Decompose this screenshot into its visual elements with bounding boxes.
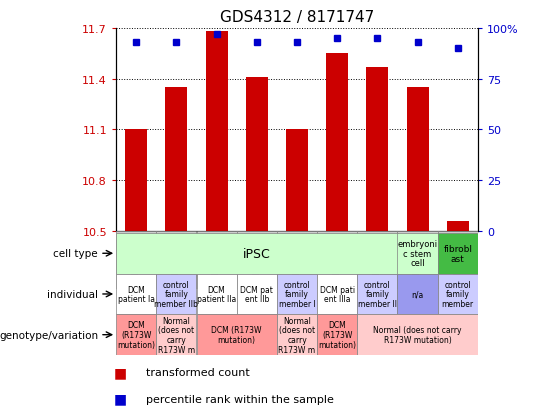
Text: Normal
(does not
carry
R173W m: Normal (does not carry R173W m <box>279 316 315 354</box>
Bar <box>156 315 197 355</box>
Bar <box>357 274 397 315</box>
Text: fibrobl
ast: fibrobl ast <box>443 244 472 263</box>
Bar <box>237 274 277 315</box>
Bar <box>397 274 438 315</box>
Bar <box>125 130 147 231</box>
Text: cell type: cell type <box>53 249 98 259</box>
Bar <box>357 315 478 355</box>
Text: percentile rank within the sample: percentile rank within the sample <box>146 394 334 404</box>
Bar <box>447 221 469 231</box>
Text: DCM (R173W
mutation): DCM (R173W mutation) <box>212 325 262 344</box>
Text: GSM862164: GSM862164 <box>172 237 181 283</box>
Bar <box>277 274 317 315</box>
Text: n/a: n/a <box>411 290 424 299</box>
Text: Normal
(does not
carry
R173W m: Normal (does not carry R173W m <box>158 316 195 354</box>
Bar <box>246 78 268 231</box>
Text: control
family
member I: control family member I <box>279 280 315 309</box>
Bar <box>116 231 156 289</box>
Text: Normal (does not carry
R173W mutation): Normal (does not carry R173W mutation) <box>373 325 462 344</box>
Text: iPSC: iPSC <box>243 247 271 260</box>
Bar <box>407 88 429 231</box>
Bar <box>237 231 277 289</box>
Text: embryoni
c stem
cell: embryoni c stem cell <box>397 240 437 268</box>
Text: ■: ■ <box>113 392 126 406</box>
Text: GSM862163: GSM862163 <box>132 237 141 283</box>
Bar <box>317 231 357 289</box>
Bar <box>326 54 348 231</box>
Bar <box>357 231 397 289</box>
Bar <box>165 88 187 231</box>
Bar <box>397 231 438 289</box>
Text: DCM
patient Ia: DCM patient Ia <box>118 285 154 304</box>
Bar <box>438 274 478 315</box>
Bar <box>197 231 237 289</box>
Bar <box>156 231 197 289</box>
Text: transformed count: transformed count <box>146 368 249 377</box>
Text: DCM pat
ent IIb: DCM pat ent IIb <box>240 285 273 304</box>
Text: DCM pati
ent IIIa: DCM pati ent IIIa <box>320 285 355 304</box>
Text: GSM862167: GSM862167 <box>293 237 301 283</box>
Bar <box>116 274 156 315</box>
Text: GSM862166: GSM862166 <box>252 237 261 283</box>
Text: GSM862161: GSM862161 <box>453 237 462 283</box>
Bar <box>286 130 308 231</box>
Bar <box>116 233 397 274</box>
Text: GSM862168: GSM862168 <box>333 237 342 283</box>
Bar <box>206 32 228 231</box>
Text: individual: individual <box>47 289 98 299</box>
Bar <box>397 233 438 274</box>
Bar <box>197 274 237 315</box>
Bar <box>438 233 478 274</box>
Bar <box>438 231 478 289</box>
Text: GSM862165: GSM862165 <box>212 237 221 283</box>
Bar <box>277 315 317 355</box>
Text: DCM
patient IIa: DCM patient IIa <box>197 285 236 304</box>
Text: DCM
(R173W
mutation): DCM (R173W mutation) <box>117 321 155 349</box>
Bar <box>116 315 156 355</box>
Text: control
family
member: control family member <box>442 280 474 309</box>
Bar <box>197 315 277 355</box>
Text: genotype/variation: genotype/variation <box>0 330 98 340</box>
Bar <box>277 231 317 289</box>
Bar <box>317 274 357 315</box>
Title: GDS4312 / 8171747: GDS4312 / 8171747 <box>220 10 374 25</box>
Text: control
family
member II: control family member II <box>358 280 397 309</box>
Bar <box>156 274 197 315</box>
Text: ■: ■ <box>113 366 126 380</box>
Bar <box>366 68 388 231</box>
Text: control
family
member IIb: control family member IIb <box>154 280 198 309</box>
Bar <box>317 315 357 355</box>
Text: GSM862162: GSM862162 <box>413 237 422 283</box>
Text: GSM862169: GSM862169 <box>373 237 382 283</box>
Text: DCM
(R173W
mutation): DCM (R173W mutation) <box>318 321 356 349</box>
